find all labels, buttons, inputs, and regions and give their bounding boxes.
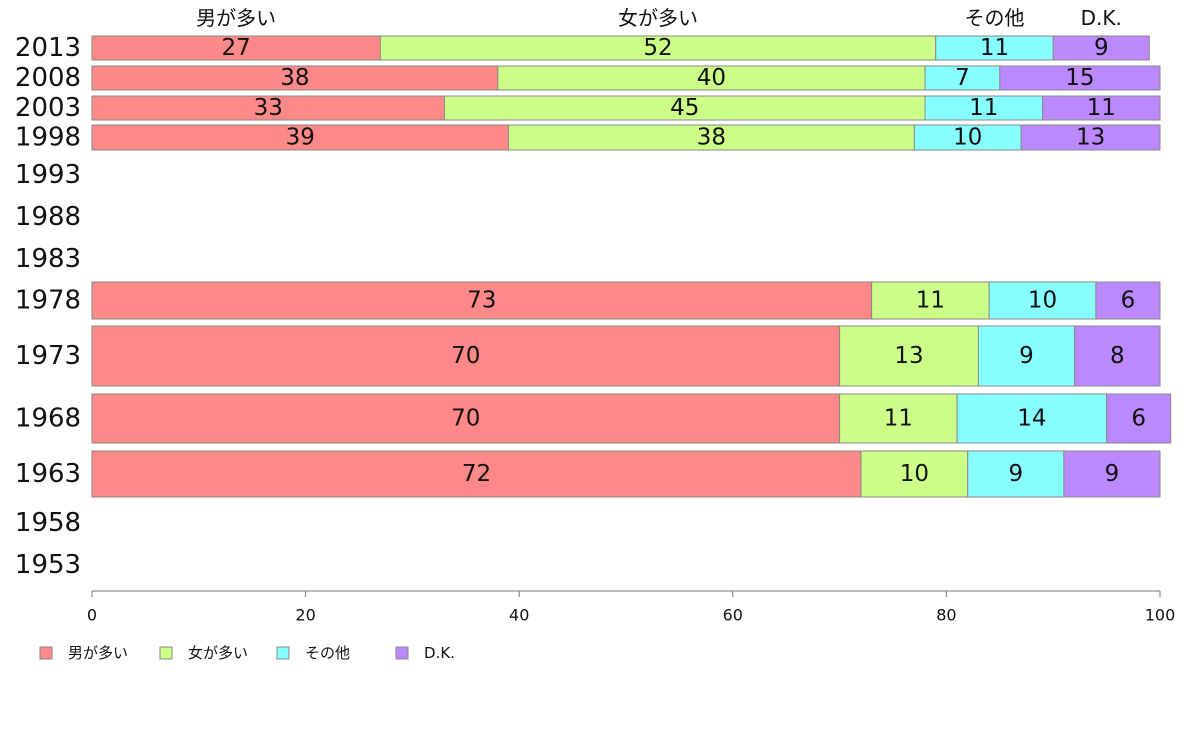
bar-segment-2013-s1 [379,35,937,61]
legend-label-1: 女が多い [188,644,248,662]
bar-segment-2008-s0 [91,65,499,91]
bar-segment-1968-s0 [91,393,841,444]
year-label-1988: 1988 [15,202,81,232]
bar-segment-1968-s2 [956,393,1108,444]
x-tick-label-80: 80 [936,606,956,625]
series-header-0: 男が多い [196,6,276,30]
data-label-1978-s3: 6 [1121,288,1136,314]
bar-segment-2003-s1 [443,95,926,121]
data-label-1973-s3: 8 [1110,343,1125,369]
data-label-1968-s1: 11 [884,406,913,432]
legend-swatch-1 [159,646,173,660]
x-tick-label-100: 100 [1145,606,1176,625]
bar-segment-1973-s3 [1074,325,1161,387]
bar-segment-2008-s1 [497,65,926,91]
bar-segment-1998-s0 [91,124,510,151]
series-header-1: 女が多い [618,6,698,30]
bar-segment-1973-s2 [977,325,1076,387]
data-label-2008-s1: 40 [697,65,726,91]
bar-segment-2003-s3 [1042,95,1161,121]
bar-segment-1968-s3 [1106,393,1172,444]
bar-segment-2013-s2 [935,35,1054,61]
x-axis: 0 20 40 60 80 100 [87,590,1176,625]
legend-label-2: その他 [305,644,350,662]
data-label-2003-s3: 11 [1087,95,1116,121]
bar-segment-1978-s2 [988,281,1097,320]
year-label-2003: 2003 [15,93,81,123]
x-tick-label-40: 40 [509,606,529,625]
data-label-2008-s3: 15 [1065,65,1094,91]
legend-swatch-2 [276,646,290,660]
year-label-1953: 1953 [15,550,81,580]
data-label-2003-s1: 45 [670,95,699,121]
data-label-2003-s2: 11 [969,95,998,121]
bar-segment-1978-s3 [1095,281,1161,320]
year-label-2008: 2008 [15,63,81,93]
legend-label-0: 男が多い [68,644,128,662]
bar-segment-2003-s0 [91,95,445,121]
data-label-1978-s2: 10 [1028,288,1057,314]
bar-segment-1973-s0 [91,325,841,387]
bar-segment-1978-s1 [871,281,990,320]
bar-segment-1963-s3 [1063,450,1161,498]
year-label-1993: 1993 [15,160,81,190]
data-label-1973-s0: 70 [451,343,480,369]
data-label-1963-s0: 72 [462,461,491,487]
category-headers: 男が多い 女が多い その他 D.K. [196,6,1122,30]
legend: 男が多い 女が多い その他 D.K. [39,644,455,662]
legend-swatch-3 [395,646,409,660]
year-label-1968: 1968 [15,404,81,434]
bar-segment-1963-s2 [967,450,1065,498]
x-tick-label-20: 20 [295,606,315,625]
year-label-1973: 1973 [15,341,81,371]
year-label-2013: 2013 [15,33,81,63]
year-label-1983: 1983 [15,244,81,274]
data-label-2013-s1: 52 [643,35,672,61]
bars: 27 52 11 9 38 40 7 15 33 45 11 11 39 38 10 13 73 11 10 6 70 1… [91,35,1172,498]
data-label-1963-s1: 10 [900,461,929,487]
x-tick-label-60: 60 [723,606,743,625]
year-label-1998: 1998 [15,123,81,153]
data-label-1968-s3: 6 [1131,406,1146,432]
data-label-1963-s3: 9 [1105,461,1120,487]
data-label-1963-s2: 9 [1008,461,1023,487]
data-label-1968-s0: 70 [451,406,480,432]
year-label-1963: 1963 [15,459,81,489]
data-label-1973-s1: 13 [894,343,923,369]
bar-segment-1973-s1 [839,325,979,387]
legend-label-3: D.K. [424,644,455,662]
bar-segment-1998-s3 [1020,124,1161,151]
series-header-2: その他 [964,6,1024,30]
bar-segment-2008-s2 [924,65,1001,91]
year-label-1978: 1978 [15,286,81,316]
data-label-2008-s2: 7 [955,65,970,91]
bar-segment-1963-s0 [91,450,862,498]
series-header-3: D.K. [1081,6,1122,30]
bar-segment-2013-s0 [91,35,381,61]
legend-swatch-0 [39,646,53,660]
data-label-1973-s2: 9 [1019,343,1034,369]
data-label-1978-s1: 11 [916,288,945,314]
data-label-2013-s2: 11 [980,35,1009,61]
data-label-1968-s2: 14 [1017,406,1046,432]
x-tick-label-0: 0 [87,606,97,625]
data-label-1978-s0: 73 [467,288,496,314]
data-label-2008-s0: 38 [280,65,309,91]
data-label-2013-s3: 9 [1094,35,1109,61]
bar-segment-2008-s3 [999,65,1161,91]
data-label-2003-s0: 33 [254,95,283,121]
data-label-1998-s0: 39 [286,125,315,151]
data-label-1998-s1: 38 [697,125,726,151]
bar-segment-1998-s1 [508,124,915,151]
bar-segment-2013-s3 [1052,35,1150,61]
data-label-2013-s0: 27 [222,35,251,61]
year-label-1958: 1958 [15,508,81,538]
data-label-1998-s3: 13 [1076,125,1105,151]
bar-segment-1978-s0 [91,281,873,320]
data-label-1998-s2: 10 [953,125,982,151]
